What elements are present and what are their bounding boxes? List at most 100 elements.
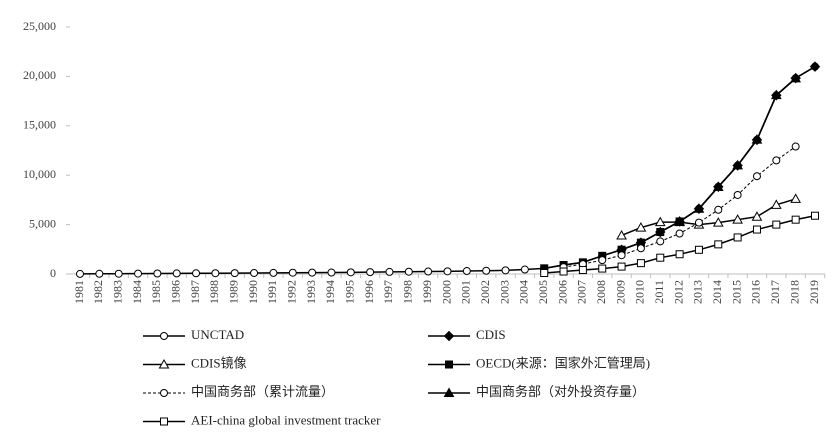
x-tick-label: 1981 bbox=[72, 280, 86, 304]
legend-label: 中国商务部（对外投资存量） bbox=[476, 384, 645, 399]
series-line bbox=[679, 77, 797, 223]
marker bbox=[540, 269, 549, 278]
marker bbox=[712, 181, 724, 192]
marker bbox=[772, 220, 781, 229]
marker bbox=[656, 237, 665, 246]
marker bbox=[752, 225, 761, 234]
x-tick-label: 2011 bbox=[652, 280, 666, 304]
marker bbox=[269, 268, 278, 277]
x-tick-label: 2005 bbox=[536, 280, 550, 304]
x-tick-label: 1985 bbox=[149, 280, 163, 304]
marker bbox=[288, 268, 297, 277]
marker bbox=[192, 269, 201, 278]
marker bbox=[656, 253, 665, 262]
marker bbox=[346, 268, 355, 277]
series-line bbox=[79, 65, 816, 275]
x-tick-label: 1992 bbox=[285, 280, 299, 304]
marker bbox=[160, 417, 168, 426]
x-tick-label: 2014 bbox=[710, 280, 724, 304]
marker bbox=[153, 269, 162, 278]
marker bbox=[114, 269, 123, 278]
x-tick-label: 1986 bbox=[168, 280, 182, 304]
marker bbox=[230, 269, 239, 278]
marker bbox=[598, 264, 607, 273]
marker bbox=[674, 216, 685, 226]
marker bbox=[308, 268, 317, 277]
x-tick-label: 1983 bbox=[110, 280, 124, 304]
marker bbox=[714, 240, 723, 249]
marker bbox=[635, 222, 647, 232]
marker bbox=[772, 156, 781, 165]
marker bbox=[654, 216, 666, 227]
series-line bbox=[563, 146, 796, 268]
x-tick-label: 1989 bbox=[226, 280, 240, 304]
marker bbox=[811, 211, 819, 220]
x-tick-label: 1987 bbox=[188, 280, 202, 304]
marker bbox=[443, 330, 455, 342]
x-tick-label: 1984 bbox=[130, 280, 144, 304]
marker bbox=[712, 217, 724, 227]
marker bbox=[172, 269, 181, 278]
marker bbox=[751, 211, 763, 221]
marker bbox=[732, 159, 743, 170]
y-tick-label: 25,000 bbox=[23, 19, 56, 33]
marker bbox=[445, 360, 453, 369]
marker bbox=[160, 389, 168, 397]
marker bbox=[598, 256, 607, 265]
legend-label: OECD(来源：国家外汇管理局) bbox=[476, 355, 650, 370]
marker bbox=[327, 268, 336, 277]
marker bbox=[160, 332, 168, 340]
marker bbox=[732, 214, 743, 224]
x-tick-label: 1990 bbox=[246, 280, 260, 304]
y-tick-label: 0 bbox=[50, 266, 56, 280]
x-tick-label: 1995 bbox=[343, 280, 357, 304]
y-tick-label: 10,000 bbox=[23, 167, 56, 181]
marker bbox=[559, 267, 568, 276]
marker bbox=[134, 269, 143, 278]
marker bbox=[211, 269, 220, 278]
x-tick-label: 2019 bbox=[807, 280, 821, 304]
marker bbox=[443, 267, 452, 276]
series-line bbox=[621, 198, 796, 237]
marker bbox=[250, 269, 259, 278]
y-tick-label: 15,000 bbox=[23, 118, 56, 132]
legend-label: CDIS bbox=[476, 327, 506, 342]
marker bbox=[791, 215, 800, 224]
marker bbox=[636, 259, 645, 268]
x-tick-label: 2018 bbox=[787, 280, 801, 304]
marker bbox=[790, 193, 802, 203]
marker bbox=[76, 269, 84, 278]
y-tick-label: 5,000 bbox=[29, 216, 56, 230]
marker bbox=[791, 142, 800, 151]
x-tick-label: 2007 bbox=[575, 280, 589, 304]
x-tick-label: 2012 bbox=[671, 280, 685, 304]
marker bbox=[501, 266, 510, 275]
x-tick-label: 1999 bbox=[420, 280, 434, 304]
marker bbox=[809, 61, 821, 72]
marker bbox=[404, 267, 413, 276]
marker bbox=[617, 251, 626, 260]
x-tick-label: 2002 bbox=[478, 280, 492, 304]
x-tick-label: 2015 bbox=[729, 280, 743, 304]
y-tick-label: 20,000 bbox=[23, 68, 56, 82]
marker bbox=[616, 229, 627, 240]
marker bbox=[520, 265, 529, 274]
x-tick-label: 2016 bbox=[749, 280, 763, 304]
marker bbox=[158, 358, 170, 369]
x-tick-label: 2006 bbox=[555, 280, 569, 304]
marker bbox=[385, 267, 394, 276]
marker bbox=[770, 89, 782, 100]
x-tick-label: 2013 bbox=[691, 280, 705, 304]
marker bbox=[790, 72, 802, 83]
marker bbox=[424, 267, 433, 276]
marker bbox=[636, 244, 645, 253]
marker bbox=[617, 262, 626, 271]
marker bbox=[693, 203, 705, 213]
marker bbox=[656, 228, 665, 237]
legend-label: AEI-china global investment tracker bbox=[191, 412, 381, 427]
x-tick-label: 2001 bbox=[459, 280, 473, 304]
x-tick-label: 1991 bbox=[265, 280, 279, 304]
marker bbox=[482, 266, 491, 275]
marker bbox=[366, 268, 375, 277]
